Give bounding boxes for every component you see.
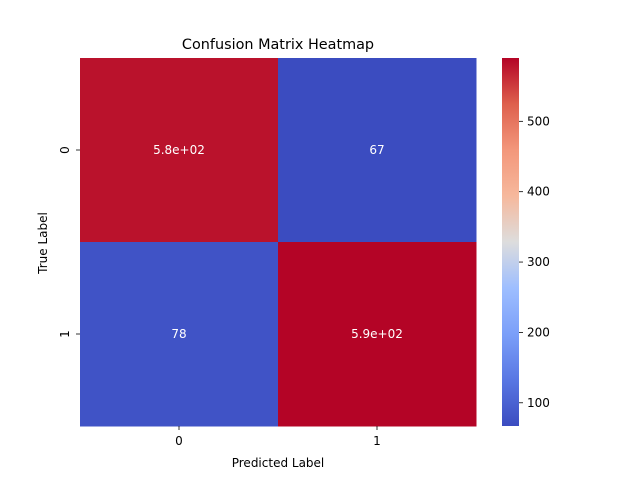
colorbar-ticks: 100 200 300 400 500 <box>519 114 550 410</box>
heatmap-cell-labels: 5.8e+02 67 78 5.9e+02 <box>153 143 403 341</box>
colorbar-tick-label: 400 <box>527 185 550 199</box>
colorbar-tick-label: 100 <box>527 396 550 410</box>
heatmap-cell <box>80 58 279 243</box>
heatmap-cell <box>80 242 279 427</box>
y-tick-label: 0 <box>58 146 72 154</box>
cell-annotation: 5.8e+02 <box>153 143 205 157</box>
cell-annotation: 5.9e+02 <box>351 327 403 341</box>
y-tick-label: 1 <box>58 330 72 338</box>
heatmap-cell <box>278 242 477 427</box>
x-axis-label: Predicted Label <box>232 456 325 470</box>
heatmap-cells <box>80 58 477 427</box>
colorbar-gradient <box>502 58 519 426</box>
colorbar-tick-label: 500 <box>527 114 550 128</box>
cell-annotation: 78 <box>171 327 186 341</box>
heatmap-cell <box>278 58 477 243</box>
x-tick-label: 1 <box>373 434 381 448</box>
y-axis-ticks: 01 <box>58 146 80 338</box>
colorbar-tick-label: 300 <box>527 255 550 269</box>
y-axis-label: True Label <box>36 212 50 275</box>
x-tick-label: 0 <box>175 434 183 448</box>
colorbar: 100 200 300 400 500 <box>502 58 550 426</box>
chart-title: Confusion Matrix Heatmap <box>182 37 374 53</box>
colorbar-tick-label: 200 <box>527 325 550 339</box>
cell-annotation: 67 <box>369 143 384 157</box>
